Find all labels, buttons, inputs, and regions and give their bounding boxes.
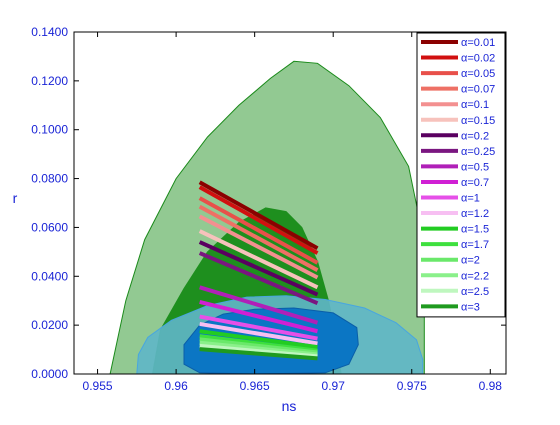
y-tick-label: 0.1000 [31,123,68,137]
legend-entry-label: α=2 [461,255,480,267]
series-line-1 [198,180,319,250]
plot-frame [73,31,507,375]
legend-entry-label: α=3 [461,301,480,313]
series-line-10 [199,299,318,334]
x-tick-label: 0.96 [164,379,188,393]
axes-layer: 0.955 0.96 0.965 0.97 0.975 0.98 0.0000 0.0200 0… [31,25,507,393]
y-tick-label: 0.0400 [31,269,68,283]
legend-entry-label: α=0.2 [461,130,489,142]
legend-entry-label: α=0.25 [461,146,495,158]
series-line-12 [199,321,318,346]
series-layer [198,180,319,361]
series-line-4 [198,204,319,272]
series-line-16 [199,340,318,357]
legend-entry-label: α=0.7 [461,177,489,189]
series-line-6 [198,229,319,290]
legend-entry-label: α=0.07 [461,84,495,96]
series-line-2 [198,185,319,255]
series-line-9 [199,285,319,325]
y-tick-label: 0.0800 [31,172,68,186]
series-line-7 [198,240,319,297]
series-line-13 [199,329,318,350]
series-line-17 [199,343,318,359]
contours-layer [109,60,425,375]
series-line-3 [198,196,319,265]
legend-box [416,32,506,318]
legend: α=0.01 α=0.02 α=0.05 α=0.07 α=0.1 α=0.15 α=0.2… [416,32,506,318]
legend-entry-label: α=0.5 [461,161,489,173]
series-line-11 [199,314,318,341]
y-tick-label: 0.0600 [31,220,68,234]
legend-entry-label: α=0.01 [461,37,495,49]
x-tick-label: 0.98 [479,379,503,393]
legend-entry-label: α=1.7 [461,239,489,251]
series-line-15 [199,337,318,355]
x-tick-label: 0.97 [322,379,346,393]
legend-entry-label: α=1 [461,193,480,205]
legend-entry-label: α=0.05 [461,68,495,80]
legend-entry-label: α=0.1 [461,99,489,111]
series-line-5 [198,214,319,280]
y-tick-label: 0.0000 [31,367,68,381]
x-axis-label: ns [282,398,297,414]
y-tick-label: 0.1400 [31,25,68,39]
legend-entry-label: α=2.5 [461,286,489,298]
y-tick-label: 0.1200 [31,74,68,88]
legend-entry-label: α=0.02 [461,53,495,65]
x-tick-label: 0.975 [397,379,427,393]
legend-entry-label: α=1.5 [461,224,489,236]
series-line-18 [199,347,318,361]
y-tick-label: 0.0200 [31,318,68,332]
x-tick-label: 0.965 [240,379,270,393]
legend-entry-label: α=2.2 [461,270,489,282]
legend-entry-label: α=0.15 [461,115,495,127]
legend-entry-label: α=1.2 [461,208,489,220]
y-axis-label: r [13,190,18,206]
series-line-8 [198,251,319,305]
x-tick-label: 0.955 [83,379,113,393]
